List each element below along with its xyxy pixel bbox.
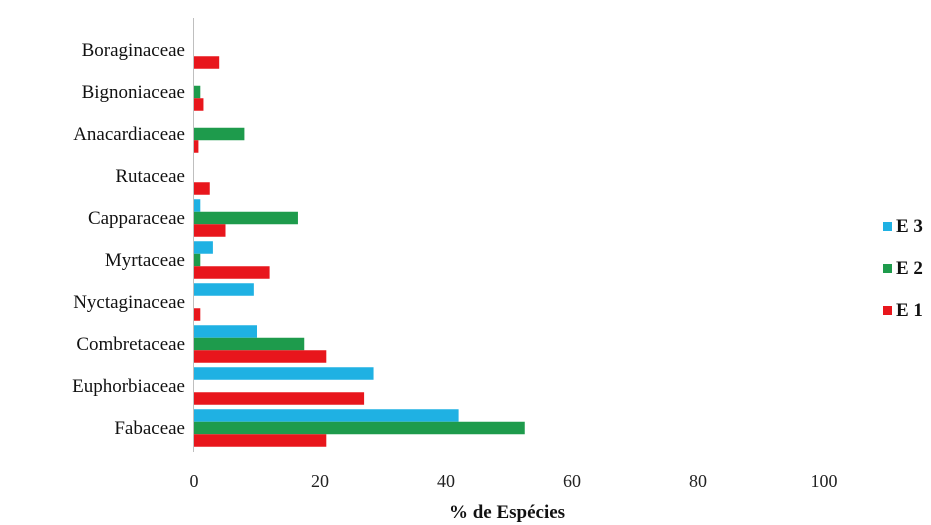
category-labels: Fabaceae Euphorbiaceae Combretaceae Nyctagi… [72, 40, 185, 439]
bar-e-1-rutaceae [194, 182, 210, 195]
x-axis-title: % de Espécies [449, 502, 565, 523]
legend-label: E 1 [896, 300, 923, 321]
legend-label: E 2 [896, 258, 923, 279]
bar-e-2-bignoniaceae [194, 85, 201, 99]
x-tick-labels: 0 20 40 60 80 100 [190, 471, 838, 491]
legend-swatch [883, 222, 892, 231]
category-label: Myrtaceae [105, 250, 185, 271]
bars-group [194, 56, 525, 447]
x-tick-label: 60 [563, 471, 581, 491]
legend-swatch [883, 306, 892, 315]
bar-e-2-anacardiaceae [194, 127, 245, 141]
x-tick-label: 20 [311, 471, 329, 491]
bar-e-2-myrtaceae [194, 253, 201, 267]
x-tick-label: 80 [689, 471, 707, 491]
category-label: Bignoniaceae [82, 82, 185, 103]
legend-item-e-1: E 1 [883, 300, 923, 321]
category-label: Anacardiaceae [73, 124, 185, 145]
bar-e-1-capparaceae [194, 224, 226, 237]
bar-e-1-combretaceae [194, 350, 327, 363]
bar-e-1-myrtaceae [194, 266, 270, 279]
bar-e-3-capparaceae [194, 199, 201, 212]
bar-e-1-fabaceae [194, 434, 327, 447]
category-label: Capparaceae [88, 208, 185, 229]
bar-e-3-combretaceae [194, 325, 257, 338]
legend-label: E 3 [896, 216, 923, 237]
bar-e-1-boraginaceae [194, 56, 220, 69]
category-label: Euphorbiaceae [72, 376, 185, 397]
category-label: Rutaceae [115, 166, 185, 187]
bar-e-1-anacardiaceae [194, 140, 199, 153]
bar-e-3-euphorbiaceae [194, 367, 374, 380]
category-label: Boraginaceae [82, 40, 185, 61]
bar-e-1-euphorbiaceae [194, 392, 365, 405]
legend: E 3 E 2 E 1 [883, 216, 923, 321]
category-label: Combretaceae [76, 334, 185, 355]
bar-e-2-capparaceae [194, 211, 298, 225]
bar-e-1-nyctaginaceae [194, 308, 201, 321]
category-label: Fabaceae [114, 418, 185, 439]
legend-item-e-2: E 2 [883, 258, 923, 279]
bar-e-1-bignoniaceae [194, 98, 204, 111]
bar-e-3-fabaceae [194, 409, 459, 422]
x-tick-label: 100 [811, 471, 838, 491]
bar-e-2-fabaceae [194, 421, 525, 435]
category-label: Nyctaginaceae [73, 292, 185, 313]
x-tick-label: 0 [190, 471, 199, 491]
bar-e-3-nyctaginaceae [194, 283, 254, 296]
legend-item-e-3: E 3 [883, 216, 923, 237]
bar-e-2-combretaceae [194, 337, 305, 351]
x-tick-label: 40 [437, 471, 455, 491]
bar-e-3-myrtaceae [194, 241, 213, 254]
legend-swatch [883, 264, 892, 273]
